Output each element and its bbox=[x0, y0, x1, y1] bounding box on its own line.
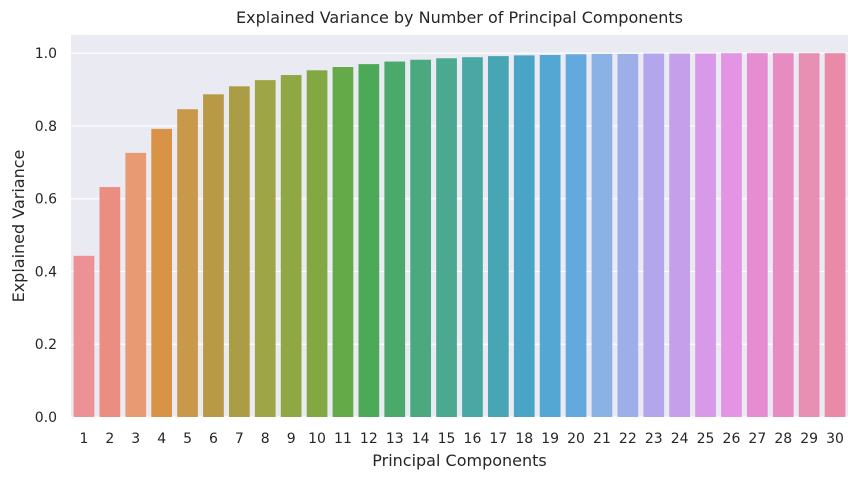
bar-2 bbox=[99, 187, 121, 417]
bar-7 bbox=[228, 86, 250, 417]
bar-3 bbox=[125, 152, 147, 418]
x-tick-label: 22 bbox=[619, 431, 637, 447]
bar-9 bbox=[280, 75, 302, 418]
x-tick-label: 20 bbox=[567, 431, 585, 447]
bar-24 bbox=[669, 53, 691, 417]
y-tick-label: 0.2 bbox=[35, 337, 57, 353]
x-tick-label: 21 bbox=[593, 431, 611, 447]
x-tick-label: 7 bbox=[235, 431, 244, 447]
x-tick-label: 8 bbox=[261, 431, 270, 447]
bar-19 bbox=[539, 55, 561, 418]
bar-25 bbox=[695, 53, 716, 417]
plot-background bbox=[71, 35, 848, 417]
x-tick-label: 19 bbox=[541, 431, 559, 447]
x-tick-label: 4 bbox=[157, 431, 166, 447]
bar-13 bbox=[384, 61, 406, 417]
y-tick-label: 1.0 bbox=[35, 46, 57, 62]
x-tick-label: 5 bbox=[183, 431, 192, 447]
x-tick-label: 30 bbox=[826, 431, 844, 447]
bar-22 bbox=[617, 53, 639, 418]
bar-17 bbox=[487, 56, 509, 417]
bar-15 bbox=[436, 58, 457, 417]
x-axis-label: Principal Components bbox=[372, 451, 547, 470]
bars bbox=[73, 53, 846, 418]
bar-16 bbox=[462, 57, 483, 417]
bar-6 bbox=[203, 94, 224, 417]
bar-12 bbox=[358, 64, 380, 417]
x-tick-label: 11 bbox=[334, 431, 352, 447]
x-tick-label: 9 bbox=[287, 431, 296, 447]
bar-29 bbox=[798, 53, 820, 417]
bar-23 bbox=[643, 53, 665, 417]
x-tick-label: 23 bbox=[645, 431, 663, 447]
x-tick-label: 18 bbox=[515, 431, 533, 447]
bar-21 bbox=[591, 53, 613, 418]
x-tick-label: 6 bbox=[209, 431, 218, 447]
bar-20 bbox=[565, 54, 587, 417]
bar-18 bbox=[513, 55, 535, 418]
y-axis-label: Explained Variance bbox=[9, 150, 28, 303]
chart-title: Explained Variance by Number of Principa… bbox=[236, 8, 683, 27]
x-tick-label: 28 bbox=[774, 431, 792, 447]
x-tick-label: 16 bbox=[464, 431, 482, 447]
x-tick-label: 3 bbox=[131, 431, 140, 447]
x-tick-label: 2 bbox=[105, 431, 114, 447]
x-tick-labels: 1 2 3 4 5 6 7 8 9 10 11 12 13 14 15 16 17 18 19 20 21 22 23 24 2… bbox=[79, 431, 843, 447]
x-tick-label: 17 bbox=[489, 431, 507, 447]
x-tick-label: 26 bbox=[723, 431, 741, 447]
x-tick-label: 14 bbox=[412, 431, 430, 447]
bar-26 bbox=[721, 53, 742, 417]
x-tick-label: 12 bbox=[360, 431, 378, 447]
x-tick-label: 25 bbox=[697, 431, 715, 447]
x-tick-label: 15 bbox=[438, 431, 456, 447]
y-tick-label: 0.8 bbox=[35, 119, 57, 135]
bar-30 bbox=[824, 53, 846, 417]
y-tick-labels: 0.0 0.2 0.4 0.6 0.8 1.0 bbox=[35, 46, 57, 426]
x-tick-label: 13 bbox=[386, 431, 404, 447]
y-tick-label: 0.6 bbox=[35, 192, 57, 208]
bar-14 bbox=[410, 59, 432, 418]
y-tick-label: 0.4 bbox=[35, 264, 57, 280]
bar-28 bbox=[772, 53, 794, 417]
x-tick-label: 27 bbox=[748, 431, 766, 447]
x-tick-label: 10 bbox=[308, 431, 326, 447]
bar-10 bbox=[306, 70, 328, 417]
x-tick-label: 1 bbox=[79, 431, 88, 447]
gridlines bbox=[71, 52, 848, 418]
bar-1 bbox=[73, 255, 95, 417]
bar-4 bbox=[151, 128, 173, 417]
bar-11 bbox=[332, 67, 354, 418]
bar-27 bbox=[746, 53, 768, 417]
x-tick-label: 29 bbox=[800, 431, 818, 447]
y-tick-label: 0.0 bbox=[35, 410, 57, 426]
bar-5 bbox=[177, 109, 198, 418]
x-tick-label: 24 bbox=[671, 431, 689, 447]
bar-8 bbox=[254, 80, 276, 418]
